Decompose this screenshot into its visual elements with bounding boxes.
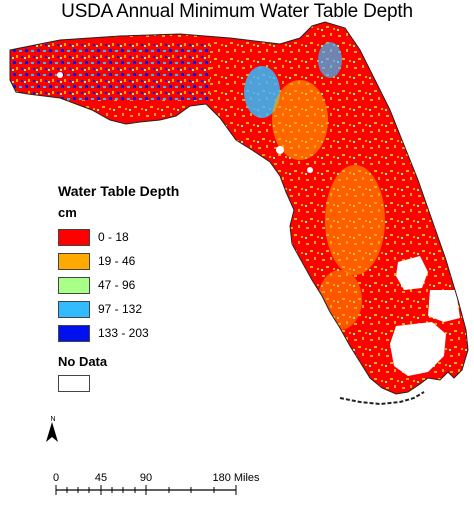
legend-row: 97 - 132 [58,298,218,320]
central-orange [325,165,385,275]
legend-no-data-label: No Data [58,354,108,369]
legend-row: 133 - 203 [58,322,218,344]
no-data-area-south [390,322,446,376]
legend-swatch [58,252,90,270]
north-arrow-icon [46,422,58,442]
legend-swatch [58,228,90,246]
scale-bar [55,485,237,495]
legend-swatch [58,276,90,294]
legend-classes: 0 - 18 19 - 46 47 - 96 97 - 132 133 - 203 [58,226,218,344]
central-wet-patch [244,66,280,118]
legend-swatch [58,300,90,318]
legend-title: Water Table Depth [58,183,180,199]
no-data-area-lake [396,256,428,290]
scale-tick-label: 0 [52,472,60,484]
no-data-speck [57,72,63,78]
legend-range-label: 0 - 18 [98,230,129,244]
no-data-speck [276,146,284,154]
north-label: N [50,416,56,423]
no-data-speck [307,167,313,173]
scale-tick-label: 180 Miles [212,472,260,484]
scale-tick-label: 90 [139,472,153,484]
legend-range-label: 97 - 132 [98,302,143,316]
legend-row: 0 - 18 [58,226,218,248]
legend: Water Table Depth cm 0 - 18 19 - 46 47 - 9… [58,183,218,392]
legend-no-data-swatch [58,375,90,392]
scale-tick-label: 45 [94,472,108,484]
legend-swatch [58,324,90,342]
northeast-wet-patch [318,42,342,78]
legend-row: 47 - 96 [58,274,218,296]
north-arrow: N [44,416,62,423]
legend-row: 19 - 46 [58,250,218,272]
legend-unit: cm [58,205,77,220]
florida-keys [339,391,425,406]
legend-range-label: 47 - 96 [98,278,136,292]
no-data-area-southeast [428,290,460,322]
map-title: USDA Annual Minimum Water Table Depth [61,1,413,22]
legend-range-label: 19 - 46 [98,254,136,268]
north-central-orange [272,80,328,160]
scale-labels: 0 45 90 180 Miles [44,472,284,486]
legend-range-label: 133 - 203 [98,326,149,340]
southwest-orange [318,270,362,330]
panhandle-wet-zone [10,40,210,100]
